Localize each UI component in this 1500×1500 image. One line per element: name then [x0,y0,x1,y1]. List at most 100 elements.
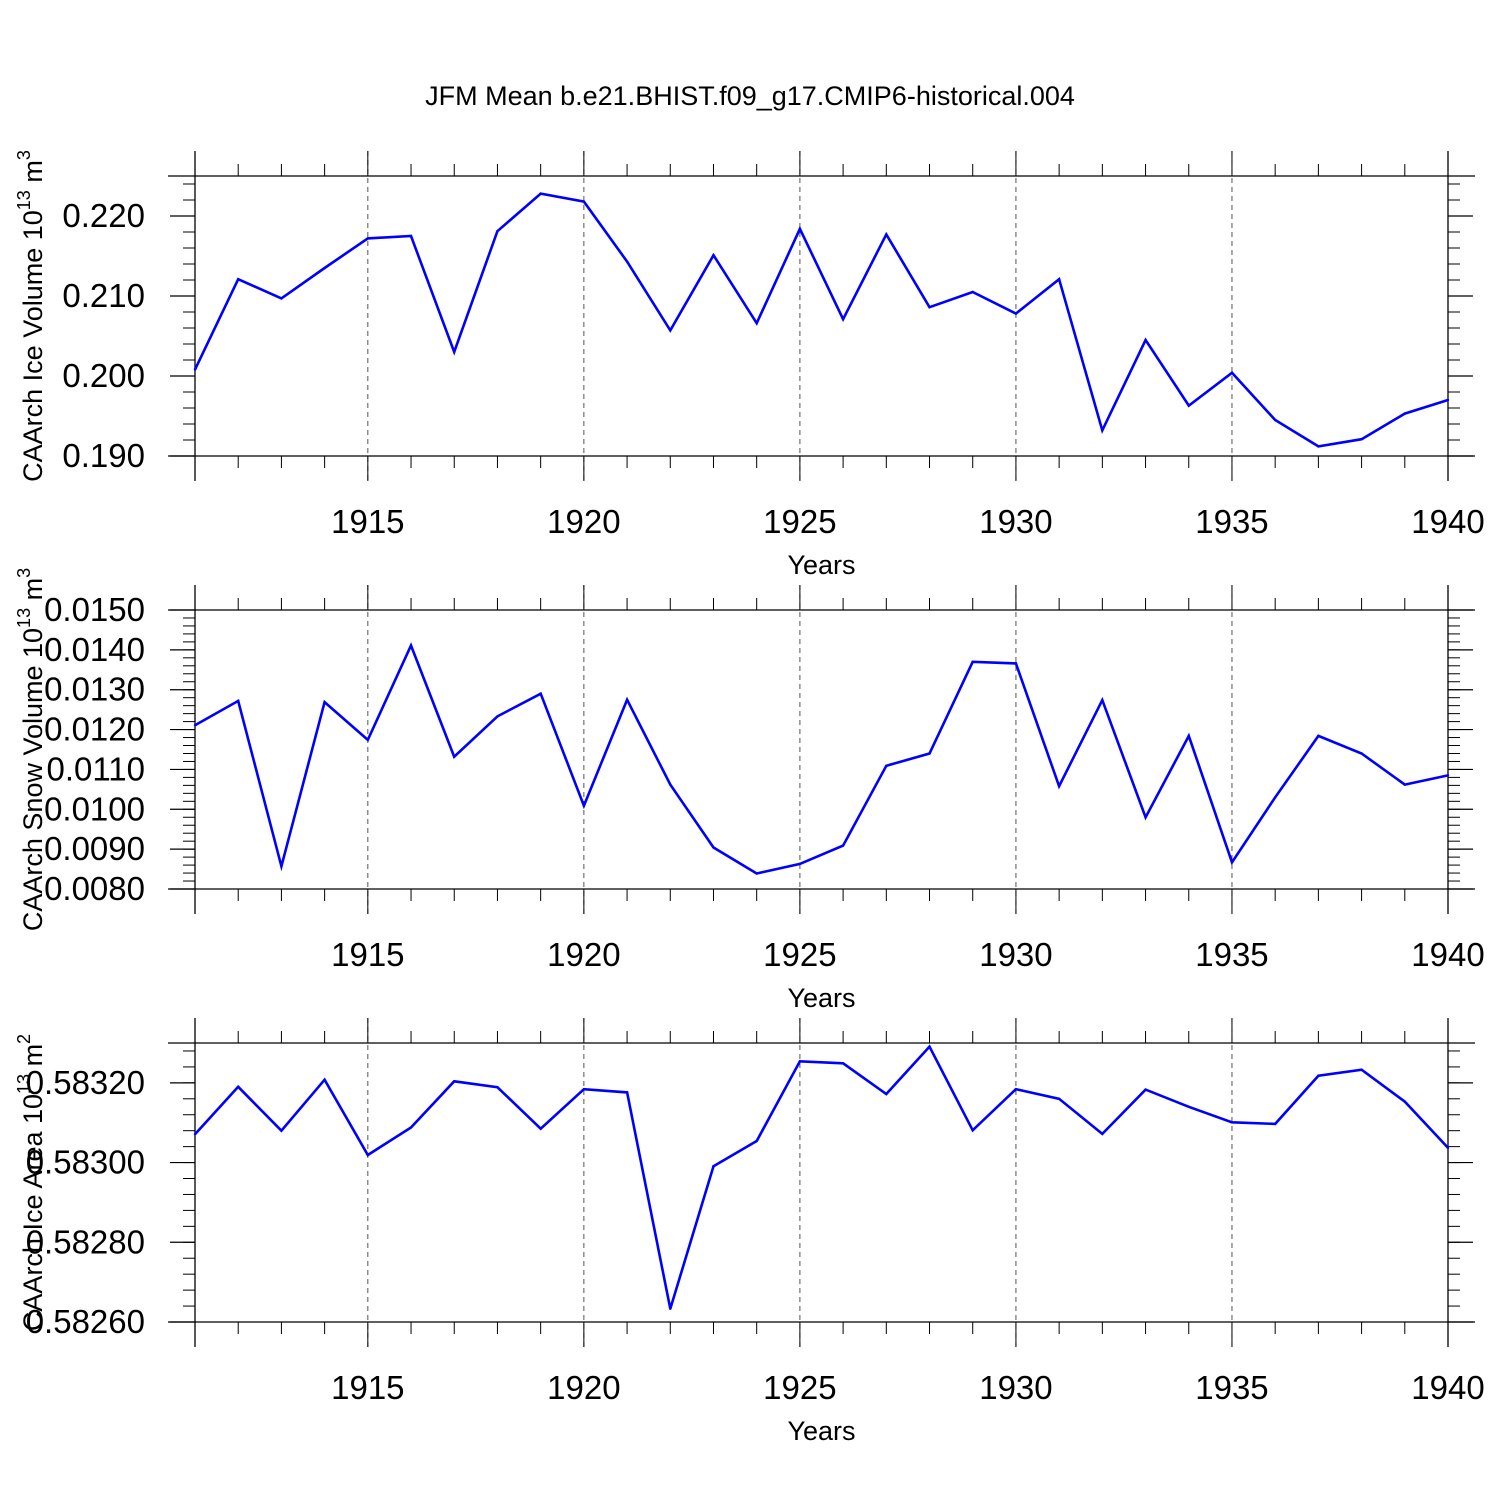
x-tick-label: 1940 [1411,936,1484,973]
x-tick-label: 1915 [331,1369,404,1406]
data-point [582,200,586,203]
y-tick-label: 0.210 [62,277,145,314]
data-point [1101,429,1104,432]
data-point [1446,398,1450,402]
y-axis-label-unit-exponent: 3 [14,150,34,160]
data-point [928,1045,931,1048]
data-point [669,783,672,786]
data-point [237,1085,240,1089]
data-point [453,755,456,758]
y-tick-label: 0.58300 [26,1144,145,1181]
data-point [1014,312,1018,315]
data-point [712,1164,715,1168]
y-tick-label: 0.0130 [44,671,145,708]
data-point [1187,404,1190,407]
data-point [885,233,888,236]
panel-1: 0.190 0.200 0.210 0.220 1915 1920 1925 1930 1935… [14,150,1485,580]
data-point [409,234,413,238]
data-point [1360,438,1363,441]
x-tick-label: 1925 [763,936,836,973]
data-point [755,872,758,875]
data-point [1317,445,1320,448]
x-tick-label: 1925 [763,1369,836,1406]
x-tick-label: 1930 [979,1369,1052,1406]
data-point [237,699,240,703]
data-point [928,306,931,309]
data-point [971,1129,974,1132]
data-point [366,738,370,742]
x-tick-label: 1935 [1195,936,1268,973]
y-tick-label: 0.200 [62,357,145,394]
data-point [625,1091,629,1094]
x-tick-label: 1935 [1195,503,1268,540]
panel-3: 0.58260 0.58280 0.58300 0.58320 1915 1920 1925… [14,1018,1485,1446]
y-axis-label-unit-exponent: 2 [14,1034,34,1044]
y-axis-label: CAArch Ice Volume 1013 m3 [14,150,48,482]
y-tick-label: 0.58260 [26,1303,145,1340]
data-point [1317,734,1320,738]
x-tick-label: 1920 [547,1369,620,1406]
y-tick-label: 0.0120 [44,711,145,748]
data-point [582,804,586,807]
data-point [496,1086,499,1089]
data-point [1273,796,1277,799]
data-point [1101,698,1104,702]
data-point [193,723,197,727]
data-point [971,660,974,664]
x-tick-label: 1940 [1411,503,1484,540]
data-point [496,230,499,233]
y-axis-label-unit: m [18,578,48,608]
data-point [1187,734,1190,738]
data-point [798,862,802,866]
data-point [280,297,283,300]
data-point [1403,783,1406,786]
data-point [453,1080,456,1083]
y-tick-label: 0.0090 [44,830,145,867]
data-point [1014,662,1018,665]
data-point [1187,1105,1190,1108]
data-point [885,764,888,768]
x-tick-label: 1920 [547,936,620,973]
panel-2: 0.00800.00900.01000.01100.01200.01300.01… [14,568,1485,1013]
data-point [971,290,974,294]
y-axis-label-exponent: 13 [14,1074,34,1094]
y-axis-label: CAArch Ice Area 1013 m2 [14,1034,48,1331]
data-point [280,1129,283,1132]
data-point [193,1133,197,1136]
data-point [798,227,802,230]
data-point [1144,816,1147,819]
data-point [1144,338,1147,342]
data-point [1446,774,1450,777]
data-point [1014,1088,1018,1091]
series-line [194,1044,1449,1310]
x-tick-label: 1915 [331,503,404,540]
data-point [1057,784,1061,788]
y-axis-label-exponent: 13 [14,190,34,210]
data-point [409,1126,413,1129]
data-point [280,865,283,868]
y-tick-label: 0.0150 [44,591,145,628]
data-point [409,644,413,647]
data-point [1403,1100,1406,1103]
x-tick-label: 1925 [763,503,836,540]
data-point [755,1139,758,1143]
x-axis-label: Years [787,1416,855,1446]
data-point [669,329,672,332]
data-point [366,237,370,240]
y-tick-label: 0.220 [62,197,145,234]
data-point [625,698,629,701]
series-line [194,642,1449,875]
data-point [1144,1088,1147,1091]
y-axis-label: CAArch Snow Volume 1013 m3 [14,568,48,931]
data-point [496,715,499,718]
data-point [323,266,326,270]
data-point [1360,1068,1363,1071]
y-axis-label-unit: m [18,160,48,190]
data-point [366,1153,370,1157]
y-tick-label: 0.58280 [26,1223,145,1260]
y-axis-label-text: CAArch Ice Area 10 [18,1094,48,1331]
data-point [712,254,715,257]
data-point [798,1060,802,1063]
x-tick-label: 1930 [979,936,1052,973]
